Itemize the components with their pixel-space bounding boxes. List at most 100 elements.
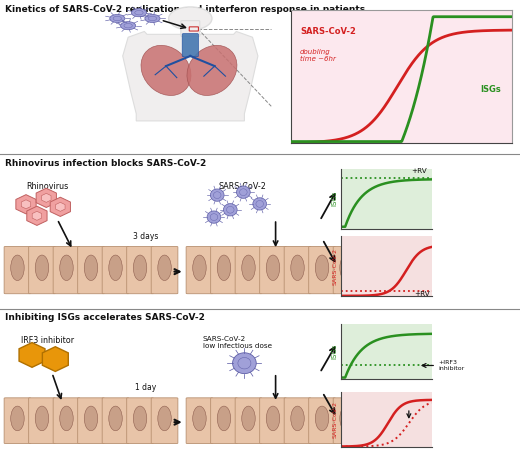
FancyBboxPatch shape (186, 246, 213, 294)
FancyBboxPatch shape (53, 246, 80, 294)
FancyBboxPatch shape (259, 398, 287, 443)
Polygon shape (42, 193, 51, 202)
FancyBboxPatch shape (181, 21, 200, 37)
Ellipse shape (84, 255, 98, 280)
Y-axis label: ISGs: ISGs (332, 344, 338, 360)
Polygon shape (36, 188, 56, 207)
FancyBboxPatch shape (259, 246, 287, 294)
Ellipse shape (242, 406, 255, 431)
Circle shape (227, 207, 234, 213)
FancyBboxPatch shape (235, 398, 262, 443)
FancyBboxPatch shape (284, 246, 311, 294)
Ellipse shape (11, 255, 24, 280)
Ellipse shape (187, 45, 237, 95)
Circle shape (237, 186, 250, 198)
FancyBboxPatch shape (102, 246, 129, 294)
FancyBboxPatch shape (29, 398, 55, 443)
Polygon shape (21, 200, 31, 209)
Ellipse shape (109, 406, 122, 431)
Polygon shape (19, 343, 45, 367)
FancyBboxPatch shape (127, 398, 153, 443)
Circle shape (210, 214, 218, 220)
Ellipse shape (217, 255, 231, 280)
Circle shape (240, 189, 247, 196)
Circle shape (213, 192, 221, 198)
Circle shape (121, 22, 136, 30)
FancyBboxPatch shape (309, 398, 335, 443)
Ellipse shape (133, 255, 147, 280)
Polygon shape (27, 206, 47, 225)
Circle shape (132, 9, 147, 17)
Ellipse shape (133, 406, 147, 431)
Ellipse shape (35, 255, 49, 280)
FancyBboxPatch shape (151, 246, 178, 294)
Text: SARS-CoV-2
low infectious dose: SARS-CoV-2 low infectious dose (203, 336, 272, 349)
Text: ISGs: ISGs (480, 86, 501, 94)
Polygon shape (16, 195, 36, 214)
Text: 3 days: 3 days (133, 232, 158, 240)
Polygon shape (32, 211, 42, 220)
FancyBboxPatch shape (284, 398, 311, 443)
Ellipse shape (242, 255, 255, 280)
Circle shape (232, 353, 256, 374)
Ellipse shape (109, 255, 122, 280)
Ellipse shape (35, 406, 49, 431)
Circle shape (135, 11, 143, 15)
Circle shape (256, 201, 264, 207)
Ellipse shape (291, 255, 304, 280)
FancyBboxPatch shape (211, 246, 237, 294)
FancyBboxPatch shape (4, 246, 31, 294)
FancyBboxPatch shape (182, 33, 199, 57)
FancyBboxPatch shape (29, 246, 55, 294)
Ellipse shape (158, 255, 171, 280)
FancyBboxPatch shape (333, 398, 360, 443)
Ellipse shape (315, 406, 329, 431)
Polygon shape (42, 347, 68, 371)
Text: Inhibiting ISGs accelerates SARS-CoV-2: Inhibiting ISGs accelerates SARS-CoV-2 (5, 313, 205, 322)
FancyBboxPatch shape (211, 398, 237, 443)
FancyBboxPatch shape (77, 246, 105, 294)
Circle shape (238, 357, 251, 369)
Text: +RV: +RV (414, 291, 430, 297)
Ellipse shape (340, 255, 353, 280)
Ellipse shape (340, 406, 353, 431)
Text: Rhinovirus: Rhinovirus (26, 182, 68, 191)
Polygon shape (56, 202, 65, 211)
Text: IRF3 inhibitor: IRF3 inhibitor (21, 336, 74, 344)
Circle shape (168, 7, 212, 30)
Ellipse shape (141, 45, 191, 95)
Circle shape (224, 204, 237, 216)
FancyBboxPatch shape (127, 246, 153, 294)
Ellipse shape (193, 406, 206, 431)
Text: +RV: +RV (411, 168, 427, 174)
FancyBboxPatch shape (333, 246, 360, 294)
FancyBboxPatch shape (4, 398, 31, 443)
FancyBboxPatch shape (102, 398, 129, 443)
FancyBboxPatch shape (77, 398, 105, 443)
Circle shape (148, 16, 157, 21)
Y-axis label: SARS-CoV-2: SARS-CoV-2 (333, 401, 338, 437)
Ellipse shape (193, 255, 206, 280)
FancyBboxPatch shape (309, 246, 335, 294)
Ellipse shape (60, 255, 73, 280)
Ellipse shape (217, 406, 231, 431)
FancyBboxPatch shape (151, 398, 178, 443)
Ellipse shape (291, 406, 304, 431)
Y-axis label: SARS-CoV-2: SARS-CoV-2 (333, 248, 338, 284)
Ellipse shape (266, 406, 280, 431)
Text: SARS-CoV-2: SARS-CoV-2 (218, 182, 266, 191)
Text: SARS-CoV-2: SARS-CoV-2 (300, 27, 356, 36)
Text: Rhinovirus infection blocks SARS-CoV-2: Rhinovirus infection blocks SARS-CoV-2 (5, 159, 206, 168)
FancyBboxPatch shape (235, 246, 262, 294)
Text: 1 day: 1 day (135, 383, 156, 393)
Ellipse shape (84, 406, 98, 431)
Circle shape (124, 23, 132, 28)
Text: doubling
time ~6hr: doubling time ~6hr (300, 49, 336, 61)
Polygon shape (123, 32, 258, 121)
FancyBboxPatch shape (53, 398, 80, 443)
Circle shape (253, 198, 267, 210)
FancyBboxPatch shape (186, 398, 213, 443)
Circle shape (207, 211, 221, 223)
Ellipse shape (11, 406, 24, 431)
Y-axis label: ISGs: ISGs (332, 191, 338, 207)
